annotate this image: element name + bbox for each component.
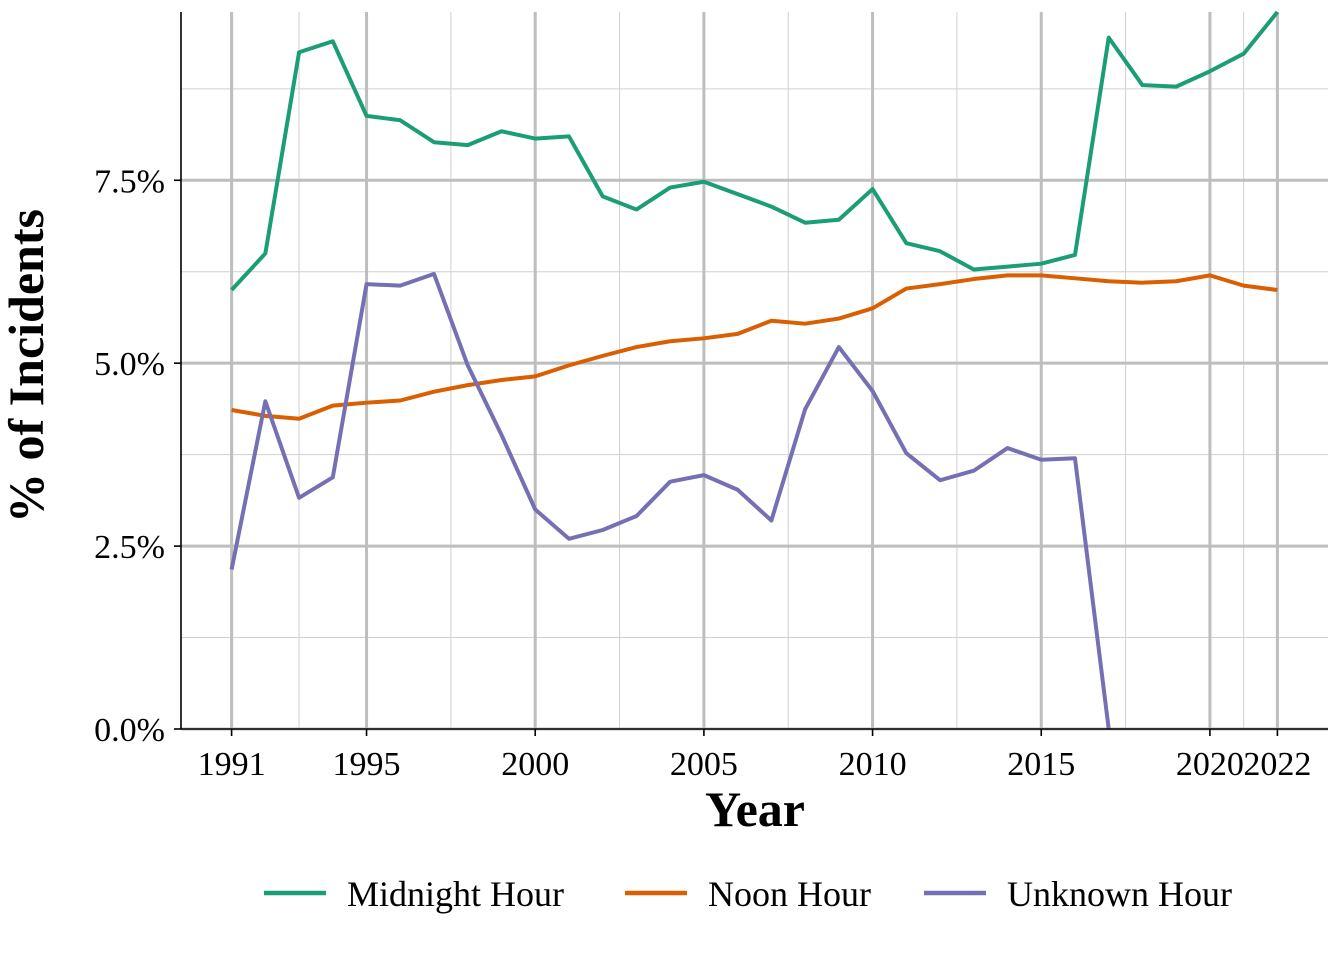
series-line-midnight-hour xyxy=(230,10,1279,292)
x-tick-label: 2005 xyxy=(670,746,738,783)
x-axis-title: Year xyxy=(705,781,805,837)
series-lines xyxy=(229,10,1279,730)
series-line-noon-hour xyxy=(231,273,1278,421)
grid-minor xyxy=(181,12,1328,729)
x-tick-label: 2000 xyxy=(501,746,569,783)
y-tick-label: 7.5% xyxy=(94,163,165,200)
y-tick-label: 5.0% xyxy=(94,346,165,383)
y-tick-label: 2.5% xyxy=(94,529,165,566)
y-axis-ticks: 0.0% 2.5% 5.0% 7.5% xyxy=(94,163,181,749)
x-tick-label: 1991 xyxy=(198,746,266,783)
y-tick-label: 0.0% xyxy=(94,712,165,749)
x-tick-label: 2022 xyxy=(1243,746,1311,783)
grid-major xyxy=(181,12,1328,731)
x-tick-label: 2020 xyxy=(1176,746,1244,783)
legend-label-midnight-hour: Midnight Hour xyxy=(347,874,564,914)
x-axis-ticks: 1991 1995 2000 2005 2010 2015 2020 2022 xyxy=(198,729,1311,783)
legend: Midnight Hour Noon Hour Unknown Hour xyxy=(264,874,1232,914)
x-tick-label: 1995 xyxy=(333,746,401,783)
series-line-unknown-hour xyxy=(229,271,1111,730)
x-tick-label: 2015 xyxy=(1007,746,1075,783)
legend-label-unknown-hour: Unknown Hour xyxy=(1007,874,1232,914)
legend-label-noon-hour: Noon Hour xyxy=(708,874,871,914)
y-axis-title: % of Incidents xyxy=(0,209,54,523)
x-tick-label: 2010 xyxy=(839,746,907,783)
